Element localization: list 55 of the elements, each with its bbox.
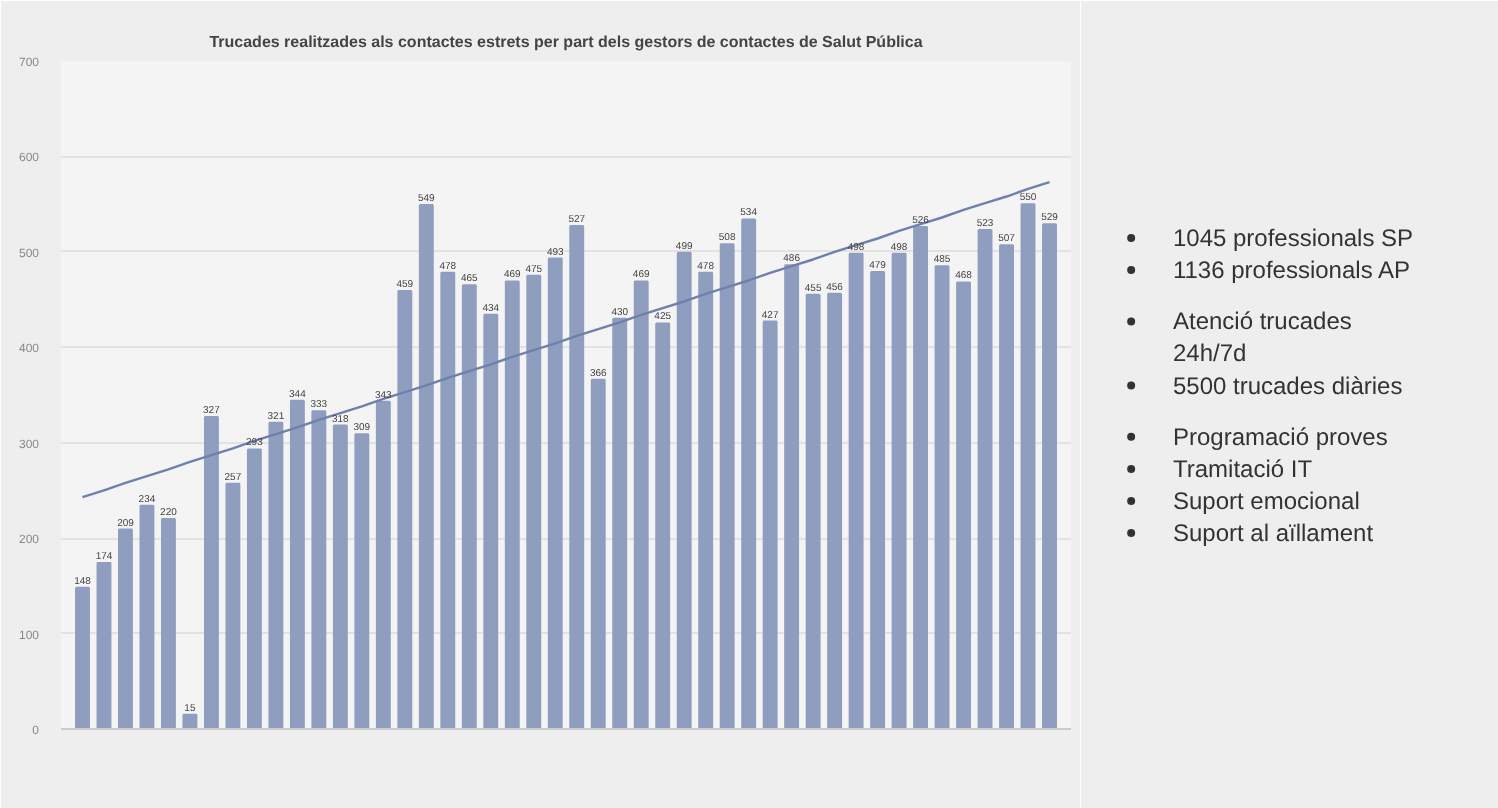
bar: [547, 257, 563, 729]
bar: [977, 228, 993, 729]
bar: [332, 424, 348, 729]
bar: [999, 244, 1014, 729]
bar: [311, 410, 327, 729]
chart-title: Trucades realitzades als contactes estrets per part dels gestors de contactes de Salut Pública: [209, 33, 924, 51]
bar: [75, 586, 90, 729]
bar: [848, 252, 864, 729]
bar: [161, 518, 176, 729]
bar: [741, 218, 757, 729]
text: Suport al aïllament: [1172, 519, 1375, 548]
bar: [483, 313, 499, 729]
bar: [633, 280, 649, 729]
text: Suport emocional: [1172, 486, 1360, 515]
bar: [418, 204, 434, 729]
bar: [96, 561, 112, 729]
bar: [913, 226, 929, 729]
bar: [526, 274, 542, 729]
bar: [891, 252, 907, 729]
bar: [225, 482, 241, 729]
bar: [118, 528, 133, 729]
bar: [182, 713, 198, 729]
bar: [289, 399, 305, 729]
bar: [762, 320, 778, 729]
bar: [934, 265, 950, 729]
bar: [590, 378, 606, 729]
bar: [397, 289, 413, 729]
bar: [461, 284, 477, 729]
text: 1136 professionals AP: [1172, 256, 1411, 285]
bar: [956, 281, 971, 729]
bar: [612, 317, 628, 729]
text: 1045 professionals SP: [1172, 224, 1414, 253]
bar: [870, 270, 886, 729]
bar: [784, 264, 800, 729]
bar: [1020, 203, 1036, 729]
bar: [1042, 223, 1057, 729]
text: Tramitació IT: [1172, 454, 1314, 483]
bar: [504, 280, 520, 729]
bar: [827, 292, 843, 729]
text: Programació proves: [1172, 422, 1388, 451]
text: 5500 trucades diàries: [1172, 371, 1403, 400]
bar: [203, 415, 219, 729]
bar: [375, 400, 391, 729]
bar: [268, 421, 284, 729]
bar: [440, 271, 456, 729]
bar: [569, 225, 585, 729]
bar: [676, 251, 692, 729]
bar: [139, 504, 155, 729]
text: Atenció trucades 24h/7d: [1172, 307, 1352, 368]
bar: [655, 322, 671, 729]
bar: [719, 243, 735, 729]
bar: [698, 271, 714, 729]
bar: [805, 293, 821, 729]
bar: [246, 448, 262, 729]
bar: [354, 433, 370, 729]
